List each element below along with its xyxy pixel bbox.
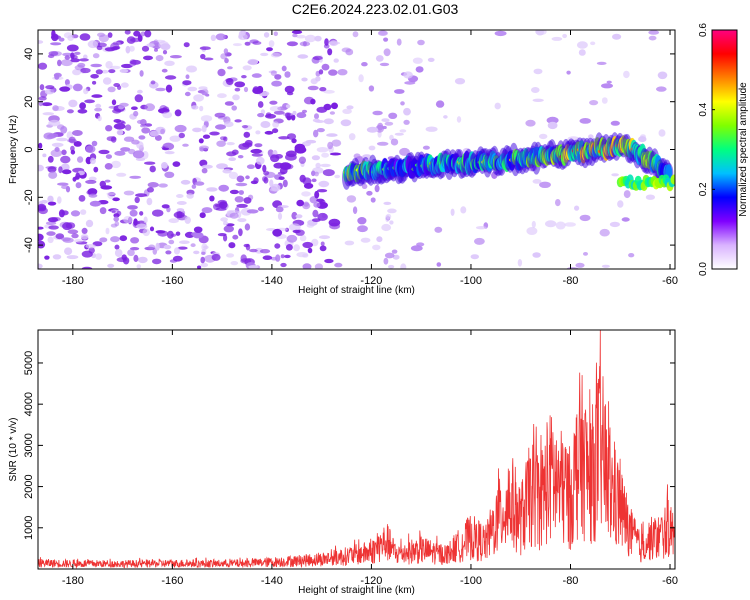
- snr-background: [38, 330, 675, 569]
- snr-xtick-label: -60: [662, 575, 678, 587]
- snr-xtick-label: -120: [360, 575, 382, 587]
- spectrogram-xtick-label: -120: [360, 275, 382, 287]
- spectrogram-xtick-label: -80: [563, 275, 579, 287]
- snr-ytick-label: 2000: [23, 474, 35, 498]
- colorbar-tick-label: 0.6: [698, 23, 709, 37]
- colorbar-tick-label: 0.2: [698, 182, 709, 196]
- colorbar: 0.0 0.2 0.4 0.6 Normalized spectral amplitud…: [698, 23, 749, 276]
- snr-panel: -180 -160 -140 -120 -100 -80 -60 1000 2000 3000 40…: [8, 329, 678, 596]
- spectrogram-ytick-label: 20: [23, 96, 35, 108]
- spectrogram-panel: -180 -160 -140 -120 -100 -80 -60 -40 -20 0 20 40 Hei…: [8, 29, 678, 296]
- snr-ylabel: SNR (10 * v/v): [8, 418, 19, 482]
- snr-frame: [37, 329, 676, 570]
- spectrogram-xlabel: Height of straight line (km): [298, 285, 415, 296]
- snr-xtick-label: -140: [261, 575, 283, 587]
- snr-xtick-label: -180: [62, 575, 84, 587]
- page-title: C2E6.2024.223.02.01.G03: [291, 1, 459, 17]
- colorbar-label: Normalized spectral amplitude: [738, 82, 749, 217]
- snr-ytick-label: 5000: [23, 351, 35, 375]
- snr-xtick-label: -100: [460, 575, 482, 587]
- snr-xtick-label: -80: [563, 575, 579, 587]
- spectrogram-xtick-label: -180: [62, 275, 84, 287]
- snr-xlabel: Height of straight line (km): [298, 585, 415, 596]
- snr-ytick-label: 4000: [23, 392, 35, 416]
- spectrogram-xtick-label: -140: [261, 275, 283, 287]
- spectrogram-ylabel: Frequency (Hz): [8, 115, 19, 184]
- colorbar-gradient: [711, 29, 738, 270]
- snr-ytick-label: 1000: [23, 516, 35, 540]
- snr-series-line: [38, 330, 675, 569]
- spectrogram-ytick-label: 0: [23, 146, 35, 152]
- colorbar-tick-label: 0.4: [698, 102, 709, 116]
- spectrogram-xtick-label: -60: [662, 275, 678, 287]
- spectrogram-ytick-label: 40: [23, 48, 35, 60]
- colorbar-tick-label: 0.0: [698, 262, 709, 276]
- snr-ytick-label: 3000: [23, 433, 35, 457]
- spectrogram-ytick-label: -20: [23, 189, 35, 205]
- spectrogram-xtick-label: -100: [460, 275, 482, 287]
- snr-xtick-label: -160: [161, 575, 183, 587]
- signal-track: [342, 132, 675, 192]
- spectrogram-ytick-label: -40: [23, 237, 35, 253]
- spectrogram-xtick-label: -160: [161, 275, 183, 287]
